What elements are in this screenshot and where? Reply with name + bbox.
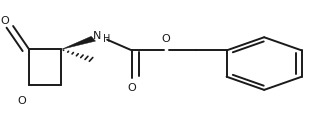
Text: O: O	[1, 16, 9, 26]
Text: N: N	[93, 31, 102, 41]
Text: O: O	[17, 96, 26, 106]
Text: O: O	[161, 34, 170, 44]
Polygon shape	[61, 36, 95, 49]
Text: O: O	[127, 83, 136, 93]
Text: H: H	[103, 34, 110, 44]
